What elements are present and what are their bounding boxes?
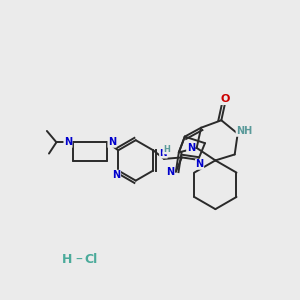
Text: O: O: [220, 94, 230, 104]
Text: N: N: [108, 137, 116, 147]
Text: N: N: [187, 143, 195, 153]
Text: N: N: [167, 167, 175, 177]
Text: N: N: [64, 137, 72, 147]
Text: –: –: [75, 253, 82, 267]
Text: N: N: [196, 159, 204, 169]
Text: N: N: [112, 170, 121, 180]
Text: H: H: [163, 145, 170, 154]
Text: H: H: [61, 254, 72, 266]
Text: N: N: [160, 149, 167, 158]
Text: Cl: Cl: [84, 254, 97, 266]
Text: NH: NH: [236, 126, 252, 136]
